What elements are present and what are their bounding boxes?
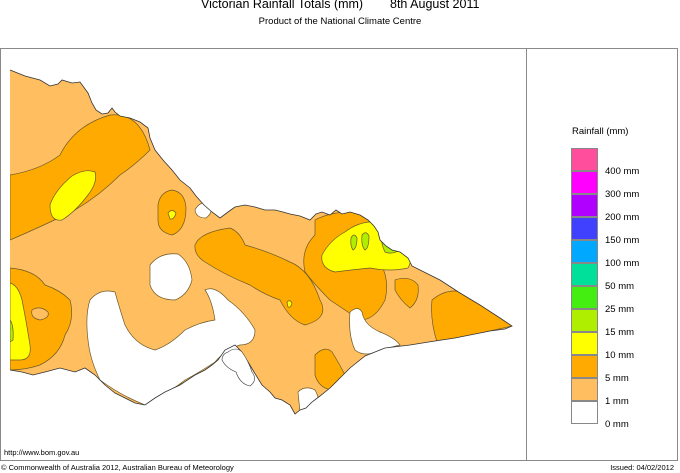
title-text: Victorian Rainfall Totals (mm) [201,0,364,11]
legend-label: 0 mm [605,419,629,430]
legend-label: 150 mm [605,235,640,246]
legend-label: 50 mm [605,281,635,292]
subtitle-text: Product of the National Climate Centre [258,16,422,27]
legend-swatch-25-50 [571,286,598,309]
legend-swatch-200-300 [571,194,598,217]
map-frame [0,48,678,461]
issued-date: Issued: 04/02/2012 [610,463,674,472]
legend-swatch-1-5 [571,378,598,401]
legend-swatch-100-150 [571,240,598,263]
legend-label: 100 mm [605,258,640,269]
legend-swatch-300-400 [571,171,598,194]
legend-swatch-50-100 [571,263,598,286]
legend-label: 10 mm [605,350,635,361]
subtitle: Product of the National Climate Centre [0,16,680,27]
legend-label: 200 mm [605,212,640,223]
legend-label: 400 mm [605,166,640,177]
legend-swatch-400plus [571,148,598,171]
legend-label: 300 mm [605,189,640,200]
title-date: 8th August 2011 [390,0,480,11]
source-url[interactable]: http://www.bom.gov.au [4,448,80,457]
legend-label: 1 mm [605,396,629,407]
legend-label: 15 mm [605,327,635,338]
copyright-text: © Commonwealth of Australia 2012, Austra… [1,463,234,472]
rainfall-map [9,69,513,415]
legend-title: Rainfall (mm) [572,126,629,137]
legend-swatch-15-25 [571,309,598,332]
legend-swatch-150-200 [571,217,598,240]
legend-swatch-10-15 [571,332,598,355]
legend-divider [526,48,527,461]
legend-label: 5 mm [605,373,629,384]
legend-label: 25 mm [605,304,635,315]
legend-swatch-0-1 [571,401,598,424]
legend-swatch-5-10 [571,355,598,378]
